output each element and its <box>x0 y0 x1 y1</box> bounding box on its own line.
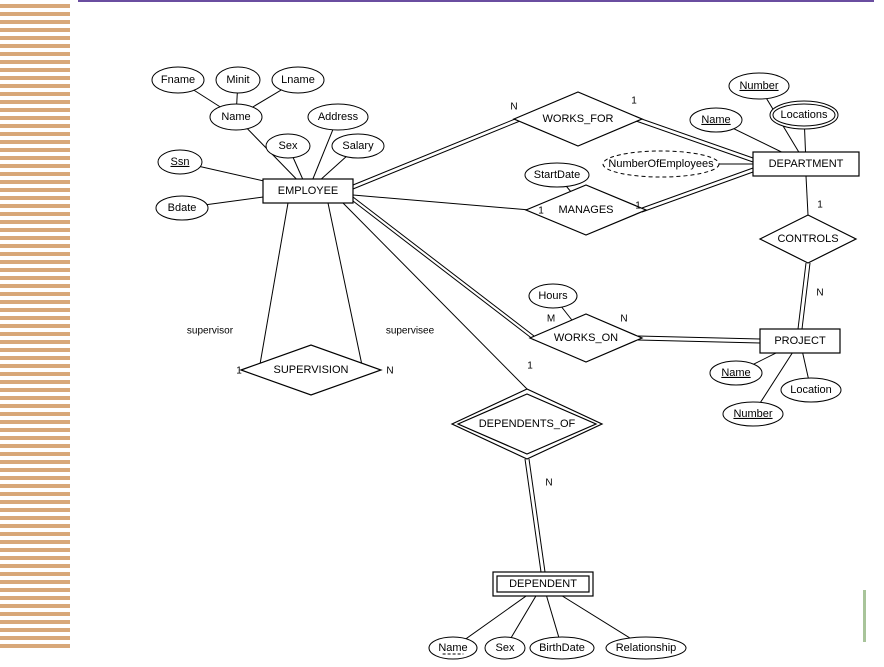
svg-text:Number: Number <box>739 80 778 92</box>
svg-text:Fname: Fname <box>161 74 195 86</box>
svg-text:1: 1 <box>236 366 242 377</box>
svg-text:WORKS_FOR: WORKS_FOR <box>543 113 614 125</box>
svg-text:supervisor: supervisor <box>187 326 234 337</box>
svg-text:N: N <box>386 366 393 377</box>
svg-text:Location: Location <box>790 384 832 396</box>
svg-text:Name: Name <box>721 367 750 379</box>
svg-text:Salary: Salary <box>342 140 374 152</box>
svg-text:BirthDate: BirthDate <box>539 642 585 654</box>
svg-text:supervisee: supervisee <box>386 326 435 337</box>
svg-text:1: 1 <box>635 201 641 212</box>
svg-text:N: N <box>510 102 517 113</box>
svg-text:M: M <box>547 314 555 325</box>
svg-text:Ssn: Ssn <box>171 156 190 168</box>
svg-text:Address: Address <box>318 111 359 123</box>
svg-text:Hours: Hours <box>538 290 568 302</box>
svg-text:Name: Name <box>221 111 250 123</box>
svg-text:N: N <box>545 478 552 489</box>
svg-text:CONTROLS: CONTROLS <box>777 233 838 245</box>
svg-text:PROJECT: PROJECT <box>774 335 826 347</box>
svg-text:1: 1 <box>527 361 533 372</box>
svg-text:Name: Name <box>701 114 730 126</box>
er-svg: Fname Minit Lname Name Address Sex Salary Ssn Bd… <box>0 0 884 667</box>
svg-text:DEPARTMENT: DEPARTMENT <box>769 158 844 170</box>
svg-text:EMPLOYEE: EMPLOYEE <box>278 185 339 197</box>
svg-text:DEPENDENTS_OF: DEPENDENTS_OF <box>479 418 576 430</box>
svg-text:Minit: Minit <box>226 74 249 86</box>
diagram-canvas: Fname Minit Lname Name Address Sex Salary Ssn Bd… <box>0 0 884 667</box>
svg-text:Number: Number <box>733 408 772 420</box>
svg-text:Lname: Lname <box>281 74 315 86</box>
svg-text:DEPENDENT: DEPENDENT <box>509 578 577 590</box>
svg-text:Name: Name <box>438 642 467 654</box>
svg-text:Bdate: Bdate <box>168 202 197 214</box>
svg-text:N: N <box>620 314 627 325</box>
svg-text:Sex: Sex <box>496 642 515 654</box>
svg-text:1: 1 <box>538 206 544 217</box>
svg-text:MANAGES: MANAGES <box>558 204 613 216</box>
svg-text:Locations: Locations <box>780 109 828 121</box>
svg-text:WORKS_ON: WORKS_ON <box>554 332 618 344</box>
svg-text:NumberOfEmployees: NumberOfEmployees <box>608 158 714 170</box>
svg-text:1: 1 <box>631 96 637 107</box>
svg-text:Sex: Sex <box>279 140 298 152</box>
svg-text:Relationship: Relationship <box>616 642 677 654</box>
svg-text:StartDate: StartDate <box>534 169 580 181</box>
svg-text:SUPERVISION: SUPERVISION <box>274 364 349 376</box>
svg-text:1: 1 <box>817 200 823 211</box>
svg-text:N: N <box>816 288 823 299</box>
